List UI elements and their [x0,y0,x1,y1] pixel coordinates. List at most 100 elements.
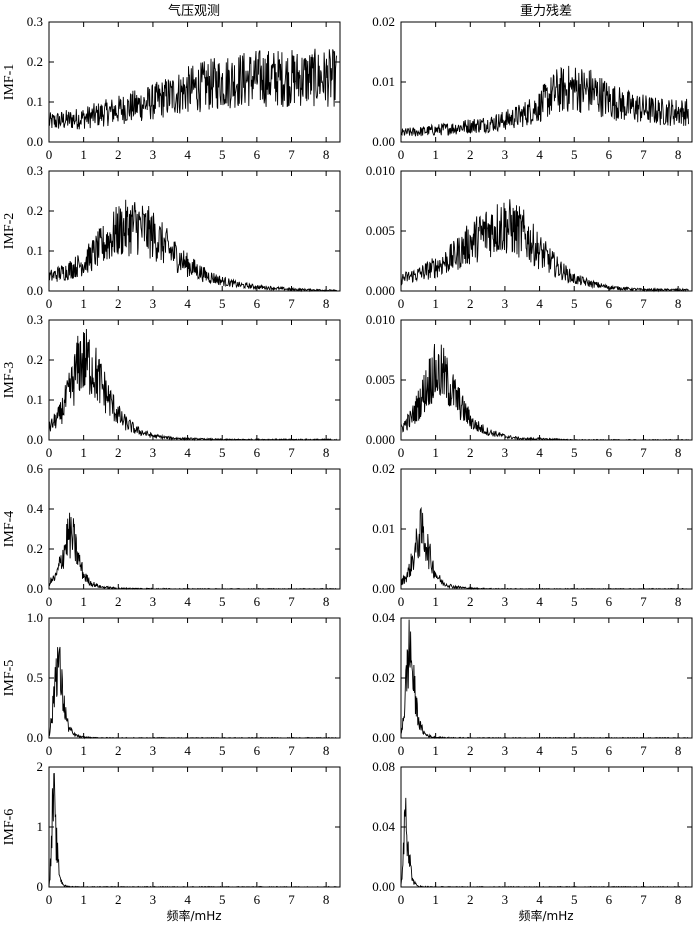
y-tick-label-right-4: 0.01 [372,521,395,536]
x-tick-label-left-6: 3 [150,892,157,907]
y-tick-label-left-3: 0.3 [27,312,43,327]
y-tick-label-right-3: 0.005 [366,372,395,387]
x-tick-label-right-2: 6 [606,296,613,311]
x-tick-label-left-4: 1 [80,594,87,609]
y-tick-label-left-3: 0.1 [27,392,43,407]
x-tick-label-left-6: 6 [254,892,261,907]
x-tick-label-right-4: 7 [640,594,647,609]
x-tick-label-left-3: 3 [150,445,157,460]
y-tick-label-left-4: 0.4 [27,501,44,516]
spectrum-line-right-3 [400,343,689,442]
spectrum-line-left-2 [48,199,337,293]
x-tick-label-right-6: 4 [536,892,543,907]
x-tick-label-right-3: 8 [675,445,682,460]
x-tick-label-left-5: 6 [254,743,261,758]
x-tick-label-right-5: 0 [398,743,405,758]
x-tick-label-right-6: 2 [467,892,474,907]
x-tick-label-right-1: 2 [467,147,474,162]
plot-frame-left-4 [48,468,341,590]
x-tick-label-left-4: 0 [46,594,53,609]
spectrum-line-left-6 [48,772,337,888]
x-tick-label-right-5: 7 [640,743,647,758]
y-tick-label-left-2: 0.0 [27,283,43,298]
plot-frame-right-6 [400,766,693,888]
x-tick-label-left-1: 0 [46,147,53,162]
x-tick-label-left-3: 7 [288,445,295,460]
x-tick-label-right-2: 8 [675,296,682,311]
y-tick-label-right-5: 0.02 [372,670,395,685]
x-tick-label-left-3: 0 [46,445,53,460]
x-tick-label-right-1: 3 [502,147,509,162]
x-tick-label-left-2: 1 [80,296,87,311]
x-tick-label-right-2: 1 [432,296,439,311]
x-tick-label-right-2: 2 [467,296,474,311]
x-tick-label-left-5: 8 [323,743,330,758]
plot-frame-left-2 [48,170,341,292]
x-tick-label-left-3: 2 [115,445,122,460]
x-tick-label-right-4: 0 [398,594,405,609]
x-axis-label-right: 频率/mHz [518,909,574,923]
y-tick-label-right-2: 0.005 [366,223,395,238]
x-tick-label-right-2: 3 [502,296,509,311]
y-tick-label-right-5: 0.04 [372,610,395,625]
x-tick-label-right-1: 8 [675,147,682,162]
y-tick-label-left-5: 0.0 [27,730,43,745]
y-tick-label-right-2: 0.010 [366,163,395,178]
row-label-4: IMF-4 [2,511,17,548]
x-tick-label-right-6: 8 [675,892,682,907]
x-tick-label-left-3: 1 [80,445,87,460]
x-tick-label-right-4: 1 [432,594,439,609]
row-label-3: IMF-3 [2,362,17,399]
x-tick-label-right-4: 4 [536,594,543,609]
x-tick-label-right-1: 5 [571,147,578,162]
x-tick-label-right-6: 3 [502,892,509,907]
x-tick-label-right-1: 4 [536,147,543,162]
x-tick-label-right-4: 8 [675,594,682,609]
x-tick-label-left-6: 8 [323,892,330,907]
y-tick-label-left-6: 1 [37,819,44,834]
y-tick-label-right-1: 0.01 [372,74,395,89]
x-tick-label-left-6: 1 [80,892,87,907]
y-tick-label-right-6: 0.08 [372,759,395,774]
x-tick-label-left-5: 1 [80,743,87,758]
x-tick-label-right-6: 7 [640,892,647,907]
x-tick-label-right-3: 3 [502,445,509,460]
y-tick-label-right-2: 0.000 [366,283,395,298]
x-tick-label-right-2: 0 [398,296,405,311]
x-tick-label-left-1: 2 [115,147,122,162]
x-tick-label-left-2: 4 [184,296,191,311]
y-tick-label-left-4: 0.2 [27,541,43,556]
y-tick-label-right-4: 0.02 [372,461,395,476]
x-tick-label-left-1: 8 [323,147,330,162]
y-tick-label-left-6: 2 [37,759,44,774]
y-tick-label-left-2: 0.3 [27,163,43,178]
plot-frame-right-2 [400,170,693,292]
x-tick-label-right-4: 3 [502,594,509,609]
row-label-6: IMF-6 [2,809,17,846]
x-tick-label-left-6: 0 [46,892,53,907]
x-tick-label-right-2: 7 [640,296,647,311]
x-axis-label-left: 频率/mHz [166,909,222,923]
plot-frame-right-4 [400,468,693,590]
x-tick-label-left-1: 6 [254,147,261,162]
y-tick-label-left-1: 0.0 [27,134,43,149]
y-tick-label-left-6: 0 [37,879,44,894]
y-tick-label-left-3: 0.0 [27,432,43,447]
plot-frame-right-5 [400,617,693,739]
x-tick-label-left-4: 8 [323,594,330,609]
plot-frame-left-6 [48,766,341,888]
x-tick-label-right-2: 4 [536,296,543,311]
y-tick-label-right-6: 0.00 [372,879,395,894]
column-title-left: 气压观测 [167,4,220,19]
x-tick-label-right-1: 7 [640,147,647,162]
y-tick-label-left-5: 1.0 [27,610,43,625]
x-tick-label-right-4: 6 [606,594,613,609]
row-label-2: IMF-2 [2,213,17,250]
plot-frame-left-1 [48,21,341,143]
x-tick-label-left-1: 1 [80,147,87,162]
x-tick-label-left-4: 7 [288,594,295,609]
x-tick-label-left-2: 6 [254,296,261,311]
x-tick-label-right-6: 6 [606,892,613,907]
spectrum-line-left-1 [48,48,337,130]
